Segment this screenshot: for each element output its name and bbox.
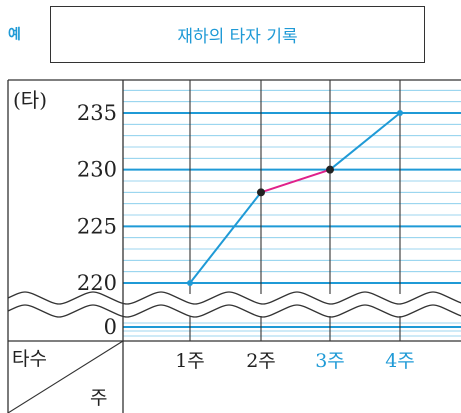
axis-break-wave-top (7, 291, 461, 305)
chart-title: 재하의 타자 기록 (50, 6, 425, 63)
y-tick-label: 225 (77, 214, 117, 238)
series-points (187, 110, 403, 286)
y-tick-label: 0 (104, 315, 117, 339)
x-tick-label: 2주 (246, 350, 276, 372)
series-segment (260, 168, 331, 194)
data-point (187, 280, 193, 286)
x-tick-label: 4주 (385, 350, 415, 372)
x-tick-labels: 1주 2주 3주 4주 (175, 350, 415, 372)
data-point (326, 165, 334, 174)
y-axis-unit-label: (타) (13, 88, 47, 112)
axis-break-band (8, 294, 461, 316)
series-segment (189, 191, 262, 284)
series-segment (329, 112, 401, 171)
data-point (257, 188, 265, 197)
x-tick-label: 3주 (315, 350, 345, 372)
axis-break-wave-bottom (7, 304, 461, 318)
example-label: 예 (8, 27, 21, 43)
series-line (189, 112, 401, 284)
data-point (397, 110, 403, 116)
corner-diagonal (7, 340, 124, 413)
major-gridlines (123, 112, 461, 328)
y-tick-labels: 235 230 225 220 0 (77, 101, 117, 339)
y-tick-label: 230 (77, 158, 117, 182)
corner-row-label: 타수 (12, 348, 47, 370)
x-tick-label: 1주 (175, 350, 205, 372)
y-tick-label: 220 (77, 271, 117, 295)
y-tick-label: 235 (77, 101, 117, 125)
corner-col-label: 주 (90, 387, 107, 409)
